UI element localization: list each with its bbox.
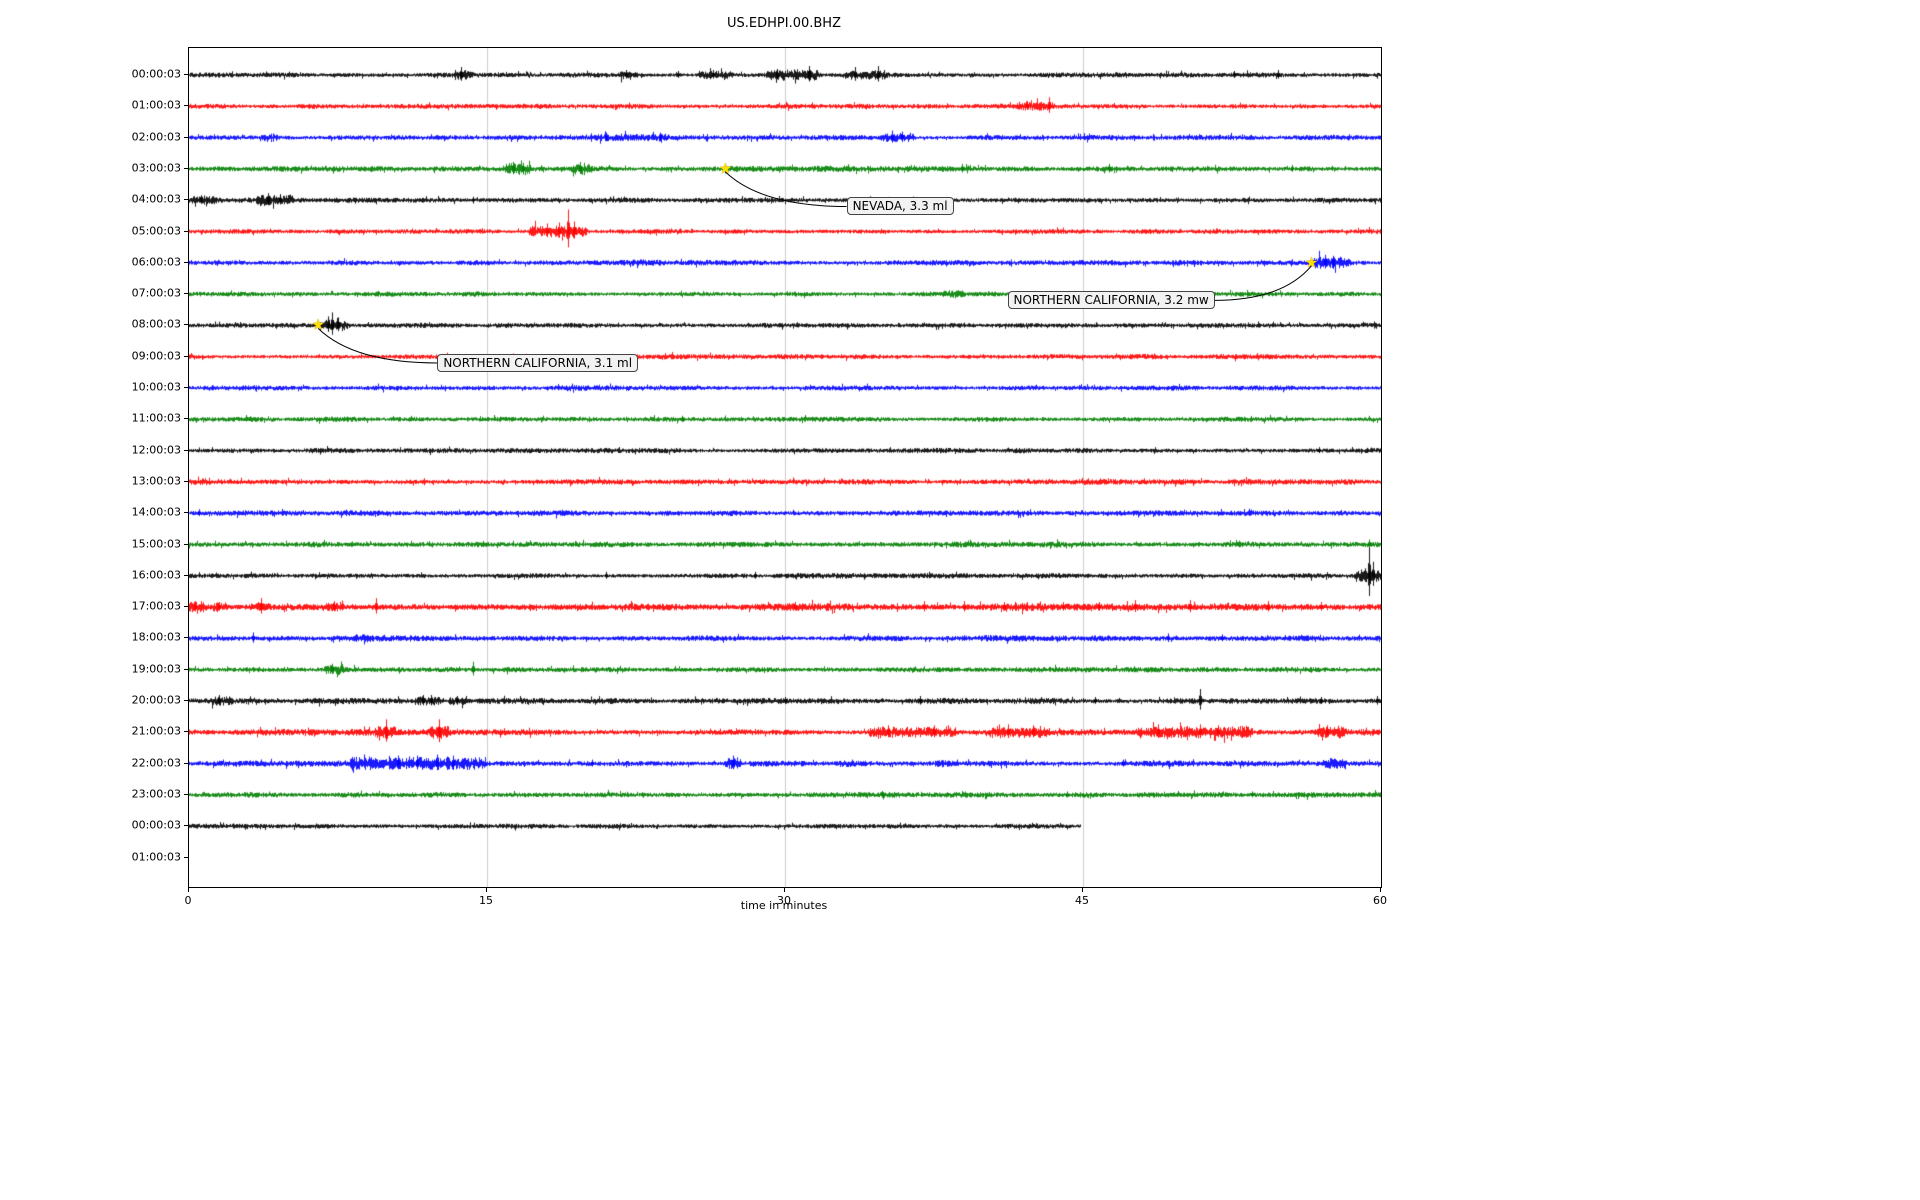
- y-tick-mark: [184, 793, 188, 795]
- y-tick-label: 18:00:03: [131, 630, 181, 644]
- y-tick-label: 00:00:03: [131, 67, 181, 81]
- x-tick-mark: [1380, 888, 1381, 892]
- y-tick-label: 14:00:03: [131, 505, 181, 519]
- x-tick-mark: [784, 888, 785, 892]
- y-tick-label: 01:00:03: [131, 98, 181, 112]
- y-tick-mark: [184, 512, 188, 514]
- y-tick-label: 04:00:03: [131, 192, 181, 206]
- plot-area: NEVADA, 3.3 ml ★ NORTHERN CALIFORNIA, 3.2 …: [188, 47, 1382, 888]
- x-tick-mark: [486, 888, 487, 892]
- y-tick-label: 00:00:03: [131, 818, 181, 832]
- y-tick-label: 20:00:03: [131, 693, 181, 707]
- y-tick-mark: [184, 136, 188, 138]
- event-star-icon: ★: [1304, 253, 1319, 272]
- y-tick-mark: [184, 167, 188, 169]
- y-tick-label: 02:00:03: [131, 130, 181, 144]
- x-tick-mark: [1082, 888, 1083, 892]
- y-tick-label: 10:00:03: [131, 380, 181, 394]
- event-annotation-label: NORTHERN CALIFORNIA, 3.2 mw: [1007, 291, 1215, 310]
- y-tick-label: 13:00:03: [131, 474, 181, 488]
- y-tick-mark: [184, 199, 188, 201]
- event-annotation-label: NEVADA, 3.3 ml: [846, 197, 954, 216]
- y-tick-label: 19:00:03: [131, 662, 181, 676]
- y-tick-label: 08:00:03: [131, 317, 181, 331]
- y-tick-label: 06:00:03: [131, 255, 181, 269]
- y-tick-mark: [184, 387, 188, 388]
- y-tick-mark: [184, 668, 188, 670]
- x-tick-label: 30: [777, 894, 791, 907]
- y-tick-mark: [184, 731, 188, 733]
- y-tick-mark: [184, 856, 188, 858]
- y-tick-mark: [184, 574, 188, 576]
- chart-title: US.EDHPI.00.BHZ: [727, 16, 841, 31]
- y-tick-label: 16:00:03: [131, 568, 181, 582]
- y-tick-mark: [184, 261, 188, 263]
- y-tick-label: 15:00:03: [131, 537, 181, 550]
- y-tick-mark: [184, 543, 188, 545]
- y-tick-mark: [184, 230, 188, 232]
- y-tick-mark: [184, 606, 188, 608]
- y-tick-mark: [184, 324, 188, 326]
- y-tick-mark: [184, 74, 188, 75]
- y-tick-label: 22:00:03: [131, 756, 181, 770]
- y-tick-mark: [184, 700, 188, 701]
- y-tick-label: 21:00:03: [131, 724, 181, 738]
- x-tick-mark: [188, 888, 189, 892]
- y-tick-mark: [184, 418, 188, 420]
- y-tick-label: 11:00:03: [131, 411, 181, 425]
- y-tick-label: 12:00:03: [131, 443, 181, 457]
- y-tick-label: 09:00:03: [131, 349, 181, 363]
- event-star-icon: ★: [311, 315, 325, 334]
- seismogram-canvas: [189, 48, 1381, 887]
- x-tick-label: 45: [1075, 894, 1089, 907]
- y-tick-label: 01:00:03: [131, 850, 181, 863]
- y-tick-mark: [184, 762, 188, 764]
- event-annotation-label: NORTHERN CALIFORNIA, 3.1 ml: [437, 353, 639, 372]
- y-tick-mark: [184, 449, 188, 451]
- x-tick-label: 60: [1373, 894, 1387, 907]
- y-tick-label: 03:00:03: [131, 161, 181, 175]
- y-tick-mark: [184, 105, 188, 107]
- y-tick-mark: [184, 825, 188, 827]
- y-tick-label: 07:00:03: [131, 286, 181, 300]
- y-tick-mark: [184, 355, 188, 357]
- x-tick-label: 0: [184, 894, 192, 907]
- event-star-icon: ★: [718, 159, 733, 178]
- x-tick-label: 15: [479, 894, 493, 907]
- y-tick-mark: [184, 293, 188, 295]
- y-tick-label: 17:00:03: [131, 599, 181, 613]
- y-tick-mark: [184, 480, 188, 482]
- x-axis-label: time in minutes: [740, 899, 828, 912]
- y-tick-label: 05:00:03: [131, 224, 181, 237]
- y-tick-label: 23:00:03: [131, 787, 181, 801]
- y-tick-mark: [184, 637, 188, 639]
